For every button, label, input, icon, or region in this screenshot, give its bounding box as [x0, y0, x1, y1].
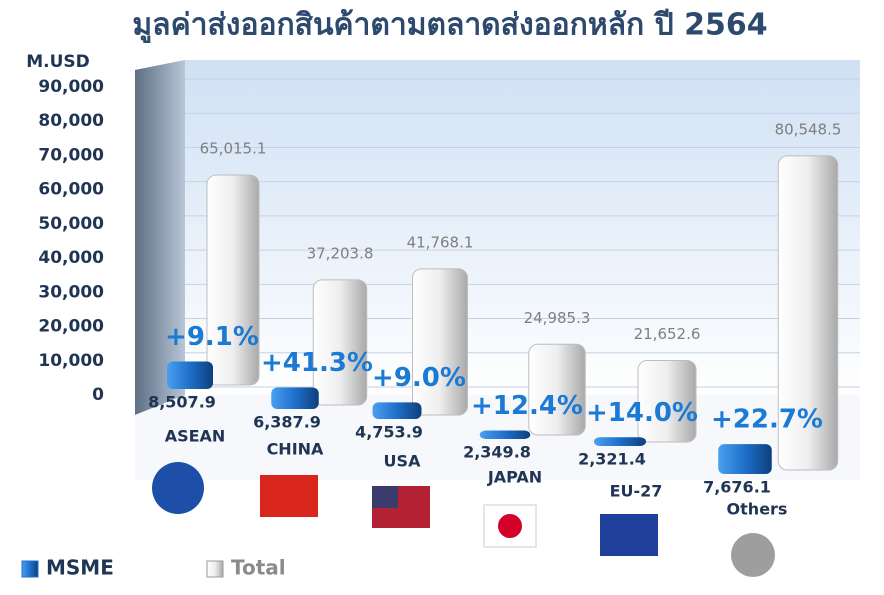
bar-msme [167, 362, 213, 389]
bar-msme [480, 430, 531, 439]
chart-title: มูลค่าส่งออกสินค้าตามตลาดส่งออกหลัก ปี 2… [132, 8, 767, 44]
legend-label: MSME [46, 556, 114, 580]
flag-eu [600, 514, 658, 556]
y-tick-label: 70,000 [38, 145, 104, 165]
flag-usa-canton [372, 486, 398, 508]
value-label: 65,015.1 [200, 140, 267, 158]
bar-total [207, 175, 259, 385]
flag-japan-sun [498, 514, 522, 538]
y-tick-label: 90,000 [38, 77, 104, 97]
bar-msme [594, 437, 646, 446]
value-label: 8,507.9 [148, 393, 216, 412]
x-tick-label: USA [384, 452, 422, 471]
x-tick-label: ASEAN [165, 427, 226, 446]
value-label: 41,768.1 [407, 233, 474, 251]
growth-annotation: +12.4% [471, 391, 583, 421]
x-tick-label: JAPAN [487, 468, 542, 487]
growth-annotation: +9.1% [165, 322, 259, 352]
value-label: 7,676.1 [703, 478, 771, 497]
bar-msme [373, 402, 422, 419]
bar-total [529, 344, 586, 435]
y-axis-label: M.USD [26, 52, 90, 72]
y-tick-label: 20,000 [38, 317, 104, 337]
chart: มูลค่าส่งออกสินค้าตามตลาดส่งออกหลัก ปี 2… [0, 0, 884, 591]
bar-total [413, 269, 468, 415]
growth-annotation: +22.7% [711, 405, 823, 435]
legend-label: Total [231, 556, 286, 580]
value-label: 2,321.4 [578, 450, 646, 469]
value-label: 4,753.9 [355, 423, 423, 442]
y-tick-label: 50,000 [38, 214, 104, 234]
growth-annotation: +41.3% [261, 348, 373, 378]
legend-swatch [207, 561, 223, 577]
value-label: 2,349.8 [463, 443, 531, 462]
value-label: 6,387.9 [253, 413, 321, 432]
y-tick-label: 10,000 [38, 351, 104, 371]
flag-china [260, 475, 318, 517]
globe [731, 533, 775, 577]
y-tick-label: 30,000 [38, 282, 104, 302]
value-label: 80,548.5 [775, 120, 842, 138]
y-tick-label: 60,000 [38, 180, 104, 200]
page: มูลค่าส่งออกสินค้าตามตลาดส่งออกหลัก ปี 2… [0, 0, 884, 591]
y-tick-label: 40,000 [38, 248, 104, 268]
legend-swatch [22, 561, 38, 577]
value-label: 24,985.3 [524, 309, 591, 327]
y-tick-label: 0 [92, 385, 104, 405]
bar-msme [271, 388, 319, 409]
bar-msme [718, 444, 772, 474]
bar-total [313, 280, 367, 405]
growth-annotation: +14.0% [586, 398, 698, 428]
growth-annotation: +9.0% [372, 363, 466, 393]
x-tick-label: CHINA [267, 440, 324, 459]
x-tick-label: EU-27 [610, 482, 663, 501]
value-label: 37,203.8 [307, 244, 374, 262]
y-tick-label: 80,000 [38, 111, 104, 131]
asean-emblem [152, 462, 204, 514]
x-tick-label: Others [727, 500, 788, 519]
value-label: 21,652.6 [634, 325, 701, 343]
